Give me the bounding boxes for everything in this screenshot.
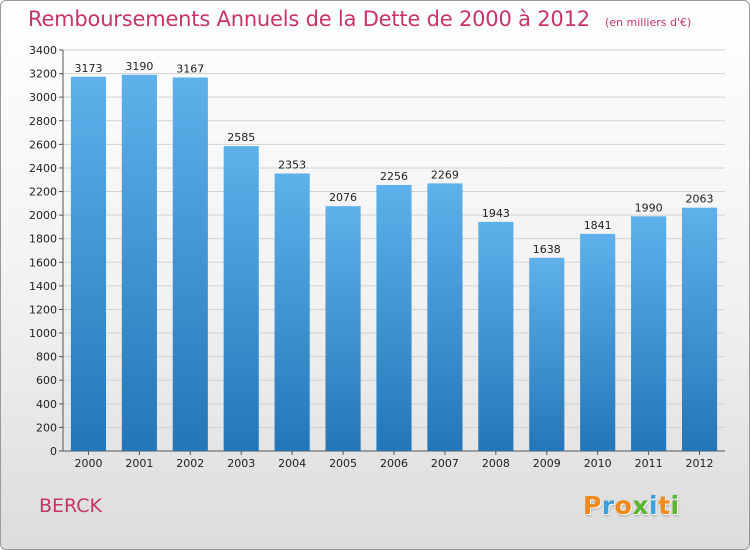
y-tick-label: 2400 xyxy=(29,162,57,175)
y-tick-label: 600 xyxy=(36,374,57,387)
x-tick-label: 2012 xyxy=(686,457,714,470)
y-tick-label: 2200 xyxy=(29,186,57,199)
y-tick-label: 2600 xyxy=(29,138,57,151)
y-tick-label: 2000 xyxy=(29,209,57,222)
title-row: Remboursements Annuels de la Dette de 20… xyxy=(28,7,691,31)
brand-logo-letter: t xyxy=(658,491,671,520)
y-tick-label: 3400 xyxy=(29,44,57,57)
data-label: 3190 xyxy=(125,60,153,73)
x-tick-label: 2011 xyxy=(635,457,663,470)
brand-logo-letter: x xyxy=(632,491,649,520)
bar xyxy=(70,76,107,451)
x-tick-label: 2004 xyxy=(278,457,306,470)
y-tick-label: 1400 xyxy=(29,280,57,293)
data-label: 2076 xyxy=(329,191,357,204)
brand-logo-letter: i xyxy=(649,491,659,520)
data-label: 1943 xyxy=(482,207,510,220)
bar xyxy=(681,207,718,451)
data-label: 3173 xyxy=(74,62,102,75)
y-tick-label: 1000 xyxy=(29,327,57,340)
x-tick-label: 2003 xyxy=(227,457,255,470)
data-label: 2063 xyxy=(686,193,714,206)
data-label: 2256 xyxy=(380,170,408,183)
y-tick-label: 400 xyxy=(36,398,57,411)
bar xyxy=(274,173,310,451)
y-tick-label: 2800 xyxy=(29,115,57,128)
brand-logo-letter: i xyxy=(670,491,680,520)
data-label: 1990 xyxy=(635,201,663,214)
y-tick-label: 3000 xyxy=(29,91,57,104)
chart-title: Remboursements Annuels de la Dette de 20… xyxy=(28,7,590,31)
x-tick-label: 2010 xyxy=(584,457,612,470)
x-tick-label: 2007 xyxy=(431,457,459,470)
chart-unit-label: (en milliers d'€) xyxy=(605,16,692,29)
x-tick-label: 2005 xyxy=(329,457,357,470)
y-tick-label: 1600 xyxy=(29,256,57,269)
bar xyxy=(376,184,412,451)
y-tick-label: 1800 xyxy=(29,233,57,246)
bar xyxy=(223,146,259,451)
brand-logo-letter: r xyxy=(601,491,615,520)
data-label: 2269 xyxy=(431,168,459,181)
y-tick-label: 3200 xyxy=(29,68,57,81)
brand-logo-letter: o xyxy=(614,491,633,520)
x-tick-label: 2000 xyxy=(74,457,102,470)
brand-logo-letter: P xyxy=(583,491,602,520)
x-tick-label: 2008 xyxy=(482,457,510,470)
data-label: 1638 xyxy=(533,243,561,256)
x-tick-label: 2001 xyxy=(125,457,153,470)
data-label: 2353 xyxy=(278,158,306,171)
bar xyxy=(121,74,157,452)
bar xyxy=(427,183,463,451)
bar xyxy=(529,257,565,451)
y-tick-label: 800 xyxy=(36,351,57,364)
bar xyxy=(325,206,361,451)
x-tick-label: 2002 xyxy=(176,457,204,470)
data-label: 1841 xyxy=(584,219,612,232)
bar xyxy=(580,233,616,451)
brand-logo: Proxiti xyxy=(583,491,680,520)
place-name: BERCK xyxy=(39,495,103,517)
bar xyxy=(631,216,667,451)
x-tick-label: 2006 xyxy=(380,457,408,470)
x-tick-label: 2009 xyxy=(533,457,561,470)
y-tick-label: 1200 xyxy=(29,303,57,316)
data-label: 2585 xyxy=(227,131,255,144)
bar xyxy=(478,221,514,451)
y-tick-label: 200 xyxy=(36,421,57,434)
data-label: 3167 xyxy=(176,62,204,75)
y-tick-label: 0 xyxy=(50,445,57,458)
bar xyxy=(172,77,208,452)
